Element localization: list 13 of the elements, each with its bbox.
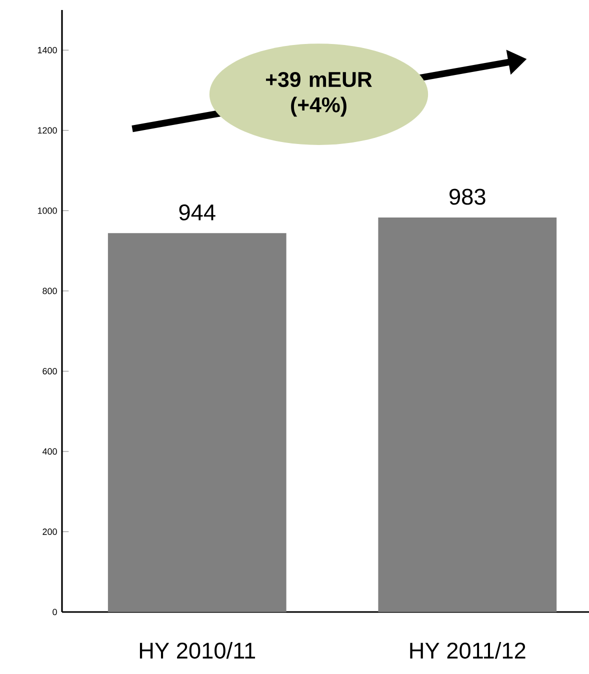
x-tick-label: HY 2011/12: [410, 642, 526, 659]
data-label: 983: [450, 188, 486, 205]
y-tick-label: 800: [42, 288, 57, 294]
y-tick-label: 0: [52, 608, 57, 616]
y-tick-label: 400: [42, 448, 57, 455]
y-tick-label: 1400: [38, 46, 57, 54]
y-tick-label: 200: [42, 528, 57, 535]
y-tick-label: 1200: [38, 127, 57, 134]
annotation: +39 mEUR (+4%): [266, 72, 372, 117]
x-tick-label: HY 2010/11: [140, 642, 256, 659]
y-tick-label: 600: [42, 368, 57, 374]
data-label: 944: [179, 204, 216, 220]
y-tick-label: 1000: [38, 207, 57, 214]
